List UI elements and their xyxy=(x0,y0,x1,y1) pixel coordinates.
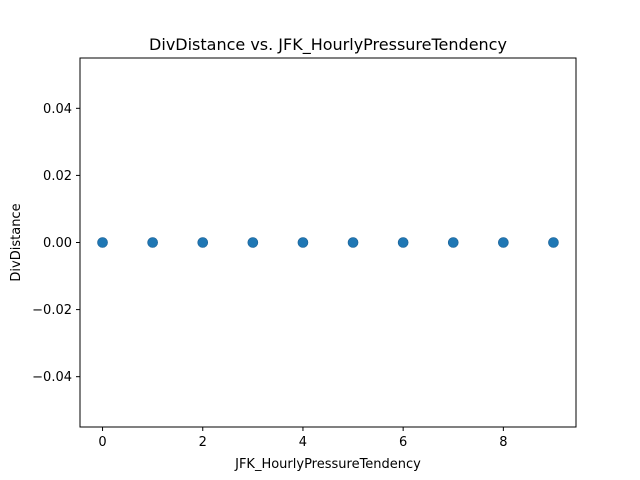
data-point xyxy=(498,237,509,248)
x-tick-label: 8 xyxy=(499,435,507,450)
x-axis-label: JFK_HourlyPressureTendency xyxy=(234,457,421,472)
x-axis-ticks: 0 2 4 6 8 xyxy=(98,427,507,450)
y-tick-label: 0.04 xyxy=(43,102,72,117)
y-tick-label: 0.00 xyxy=(43,236,72,251)
x-tick-label: 0 xyxy=(98,435,106,450)
x-tick-label: 4 xyxy=(299,435,307,450)
y-tick-label: 0.02 xyxy=(43,169,72,184)
data-point xyxy=(548,237,559,248)
data-point xyxy=(247,237,259,248)
data-point xyxy=(147,237,158,248)
y-axis-ticks: −0.04 −0.02 0.00 0.02 0.04 xyxy=(32,102,80,385)
data-point xyxy=(97,237,108,248)
data-point xyxy=(447,237,459,248)
chart-title: DivDistance vs. JFK_HourlyPressureTenden… xyxy=(149,35,507,55)
data-point xyxy=(347,237,359,248)
data-point xyxy=(397,237,409,248)
data-point xyxy=(297,237,309,248)
data-point xyxy=(197,237,209,248)
y-tick-label: −0.04 xyxy=(32,370,72,385)
y-axis-label: DivDistance xyxy=(9,203,24,281)
x-tick-label: 2 xyxy=(199,435,207,450)
y-tick-label: −0.02 xyxy=(32,303,72,318)
x-tick-label: 6 xyxy=(399,435,407,450)
scatter-points xyxy=(97,237,559,248)
